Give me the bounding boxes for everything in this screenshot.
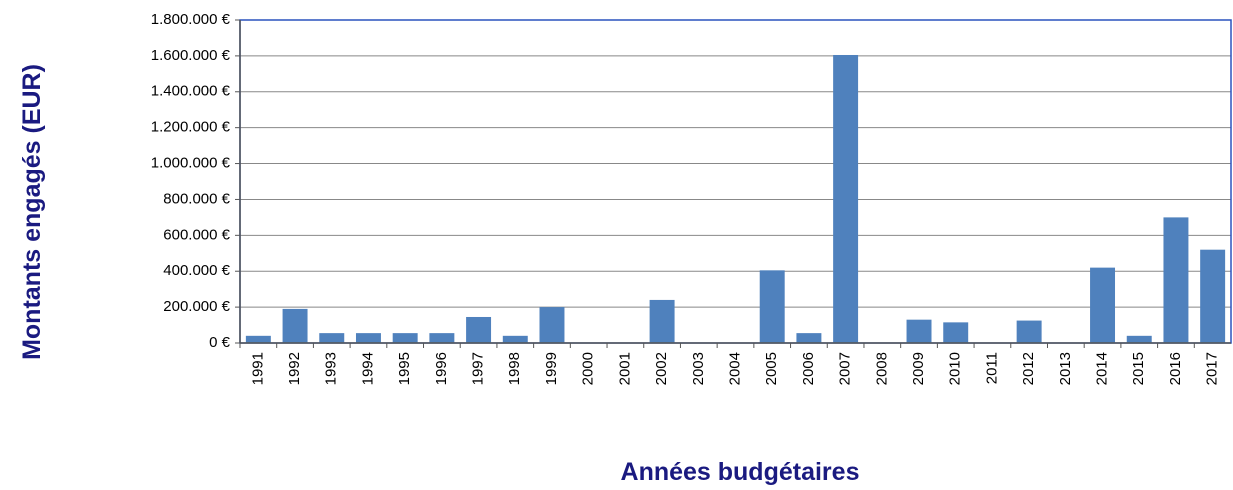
x-tick-label: 2001 bbox=[616, 352, 633, 385]
plot-border bbox=[239, 19, 1232, 344]
x-tick-label: 2002 bbox=[653, 352, 670, 385]
bar bbox=[392, 333, 418, 343]
x-tick-label: 2010 bbox=[947, 352, 964, 385]
x-tick-label: 2009 bbox=[910, 352, 927, 385]
bar bbox=[1200, 249, 1226, 343]
x-tick-label: 2003 bbox=[690, 352, 707, 385]
x-tick-label: 2016 bbox=[1167, 352, 1184, 385]
bar bbox=[429, 333, 455, 343]
bar bbox=[1163, 217, 1189, 343]
x-tick-label: 1996 bbox=[433, 352, 450, 385]
y-tick-label: 1.000.000 € bbox=[151, 155, 231, 172]
x-tick-label: 1998 bbox=[506, 352, 523, 385]
bar bbox=[906, 319, 932, 343]
bar bbox=[355, 333, 381, 343]
x-tick-label: 2017 bbox=[1204, 352, 1221, 385]
x-tick-label: 2013 bbox=[1057, 352, 1074, 385]
bar bbox=[943, 322, 969, 343]
y-tick-label: 200.000 € bbox=[163, 298, 230, 315]
y-axis-title: Montants engagés (EUR) bbox=[18, 64, 46, 360]
x-tick-label: 1995 bbox=[396, 352, 413, 385]
bar bbox=[319, 333, 345, 343]
x-tick-label: 2000 bbox=[580, 352, 597, 385]
bar bbox=[1016, 320, 1042, 343]
x-tick-label: 2006 bbox=[800, 352, 817, 385]
x-tick-label: 1993 bbox=[323, 352, 340, 385]
x-axis-title: Années budgétaires bbox=[621, 458, 860, 486]
x-tick-label: 1994 bbox=[359, 352, 376, 385]
y-tick-label: 1.800.000 € bbox=[151, 11, 231, 28]
y-tick-label: 1.200.000 € bbox=[151, 119, 231, 136]
x-tick-label: 2008 bbox=[873, 352, 890, 385]
bar bbox=[245, 335, 271, 343]
bar bbox=[1090, 267, 1116, 343]
x-tick-label: 2007 bbox=[837, 352, 854, 385]
bar bbox=[649, 299, 675, 343]
y-tick-label: 0 € bbox=[209, 334, 231, 351]
bar bbox=[1126, 335, 1152, 343]
x-tick-label: 2004 bbox=[726, 352, 743, 385]
x-tick-label: 2012 bbox=[1020, 352, 1037, 385]
x-tick-label: 2005 bbox=[763, 352, 780, 385]
y-tick-label: 800.000 € bbox=[163, 190, 230, 207]
bar bbox=[282, 308, 308, 343]
bar bbox=[833, 54, 859, 343]
bar bbox=[539, 307, 565, 343]
x-tick-label: 2011 bbox=[983, 352, 1000, 384]
y-tick-label: 600.000 € bbox=[163, 226, 230, 243]
bar bbox=[466, 316, 492, 343]
x-tick-label: 2014 bbox=[1094, 352, 1111, 385]
y-tick-label: 400.000 € bbox=[163, 262, 230, 279]
x-tick-label: 1997 bbox=[470, 352, 487, 385]
y-tick-label: 1.400.000 € bbox=[151, 83, 231, 100]
y-tick-label: 1.600.000 € bbox=[151, 47, 231, 64]
x-tick-label: 1991 bbox=[249, 352, 266, 385]
bar bbox=[759, 270, 785, 343]
x-tick-label: 1999 bbox=[543, 352, 560, 385]
bar bbox=[796, 333, 822, 343]
bar bbox=[502, 335, 528, 343]
x-tick-label: 2015 bbox=[1130, 352, 1147, 385]
x-tick-label: 1992 bbox=[286, 352, 303, 385]
